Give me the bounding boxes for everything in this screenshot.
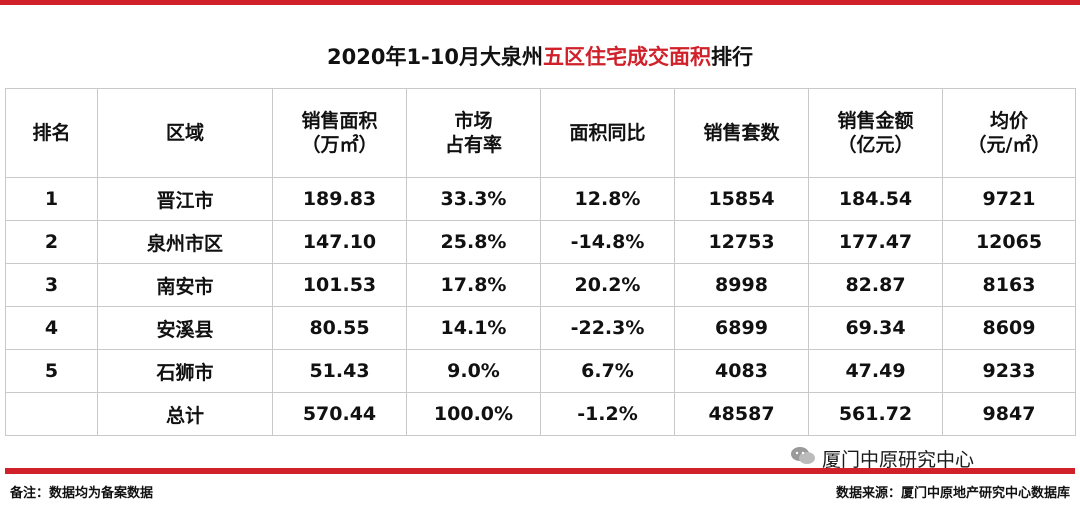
cell-avg-price: 12065: [942, 220, 1076, 264]
cell-area-yoy: 6.7%: [540, 349, 675, 393]
cell-market-share: 100.0%: [406, 392, 541, 436]
cell-rank: 1: [5, 177, 98, 221]
cell-market-share: 14.1%: [406, 306, 541, 350]
cell-area-yoy: -1.2%: [540, 392, 675, 436]
cell-sales-amount: 69.34: [808, 306, 943, 350]
cell-sales-area: 80.55: [272, 306, 407, 350]
cell-market-share: 9.0%: [406, 349, 541, 393]
cell-sales-amount: 561.72: [808, 392, 943, 436]
cell-district: 总计: [97, 392, 273, 436]
wechat-watermark: 厦门中原研究中心: [790, 446, 975, 471]
table-row: 2 泉州市区 147.10 25.8% -14.8% 12753 177.47 …: [5, 220, 1076, 264]
cell-units-sold: 48587: [674, 392, 809, 436]
cell-market-share: 33.3%: [406, 177, 541, 221]
table-row: 3 南安市 101.53 17.8% 20.2% 8998 82.87 8163: [5, 263, 1076, 307]
cell-district: 安溪县: [97, 306, 273, 350]
cell-district: 泉州市区: [97, 220, 273, 264]
title-highlight: 五区住宅成交面积: [543, 45, 711, 69]
title-suffix: 排行: [711, 45, 753, 69]
cell-rank: 2: [5, 220, 98, 264]
top-accent-bar: [0, 0, 1080, 5]
header-units-sold: 销售套数: [674, 88, 809, 178]
bottom-accent-bar: [5, 468, 1075, 474]
cell-avg-price: 8609: [942, 306, 1076, 350]
cell-area-yoy: -14.8%: [540, 220, 675, 264]
table-row: 5 石狮市 51.43 9.0% 6.7% 4083 47.49 9233: [5, 349, 1076, 393]
cell-avg-price: 9721: [942, 177, 1076, 221]
cell-units-sold: 4083: [674, 349, 809, 393]
wechat-icon: [790, 446, 816, 471]
cell-sales-area: 570.44: [272, 392, 407, 436]
header-district: 区域: [97, 88, 273, 178]
cell-area-yoy: 20.2%: [540, 263, 675, 307]
cell-sales-area: 189.83: [272, 177, 407, 221]
table-row: 4 安溪县 80.55 14.1% -22.3% 6899 69.34 8609: [5, 306, 1076, 350]
table-header-row: 排名 区域 销售面积 （万㎡） 市场 占有率 面积同比 销售套数 销售金额 （亿元） …: [5, 88, 1076, 178]
cell-area-yoy: 12.8%: [540, 177, 675, 221]
footnote: 备注：数据均为备案数据: [10, 486, 154, 501]
cell-sales-amount: 47.49: [808, 349, 943, 393]
header-sales-area: 销售面积 （万㎡）: [272, 88, 407, 178]
page-title: 2020年1-10月大泉州五区住宅成交面积排行: [0, 44, 1080, 70]
cell-district: 晋江市: [97, 177, 273, 221]
header-sales-amount: 销售金额 （亿元）: [808, 88, 943, 178]
cell-sales-area: 147.10: [272, 220, 407, 264]
cell-units-sold: 12753: [674, 220, 809, 264]
header-area-yoy: 面积同比: [540, 88, 675, 178]
cell-rank: 4: [5, 306, 98, 350]
wechat-account-name: 厦门中原研究中心: [822, 448, 975, 471]
cell-sales-area: 51.43: [272, 349, 407, 393]
cell-units-sold: 15854: [674, 177, 809, 221]
table-total-row: 总计 570.44 100.0% -1.2% 48587 561.72 9847: [5, 392, 1076, 436]
header-avg-price: 均价 （元/㎡）: [942, 88, 1076, 178]
cell-avg-price: 9847: [942, 392, 1076, 436]
cell-units-sold: 6899: [674, 306, 809, 350]
data-source: 数据来源：厦门中原地产研究中心数据库: [835, 486, 1070, 501]
ranking-table: 排名 区域 销售面积 （万㎡） 市场 占有率 面积同比 销售套数 销售金额 （亿元） …: [5, 88, 1076, 436]
cell-sales-amount: 184.54: [808, 177, 943, 221]
cell-rank: 5: [5, 349, 98, 393]
cell-units-sold: 8998: [674, 263, 809, 307]
cell-avg-price: 9233: [942, 349, 1076, 393]
cell-sales-amount: 177.47: [808, 220, 943, 264]
cell-district: 石狮市: [97, 349, 273, 393]
cell-market-share: 17.8%: [406, 263, 541, 307]
cell-area-yoy: -22.3%: [540, 306, 675, 350]
cell-sales-amount: 82.87: [808, 263, 943, 307]
cell-avg-price: 8163: [942, 263, 1076, 307]
header-market-share: 市场 占有率: [406, 88, 541, 178]
title-prefix: 2020年1-10月大泉州: [327, 45, 543, 69]
cell-market-share: 25.8%: [406, 220, 541, 264]
table-row: 1 晋江市 189.83 33.3% 12.8% 15854 184.54 97…: [5, 177, 1076, 221]
cell-district: 南安市: [97, 263, 273, 307]
cell-rank: [5, 392, 98, 436]
header-rank: 排名: [5, 88, 98, 178]
cell-rank: 3: [5, 263, 98, 307]
cell-sales-area: 101.53: [272, 263, 407, 307]
